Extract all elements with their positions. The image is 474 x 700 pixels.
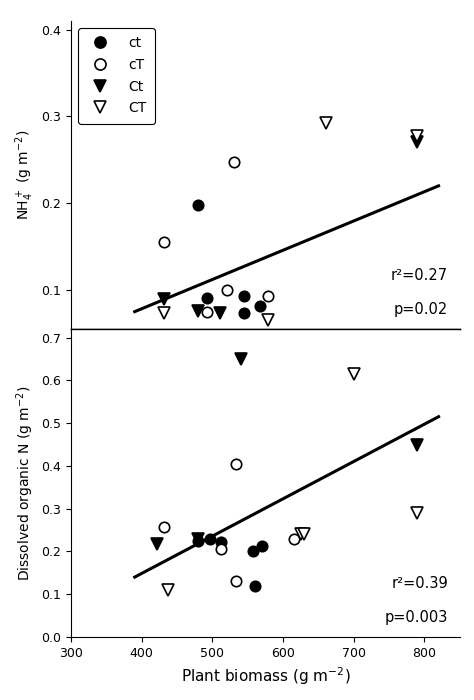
Y-axis label: Dissolved organic N (g m$^{-2}$): Dissolved organic N (g m$^{-2}$) <box>14 385 36 581</box>
X-axis label: Plant biomass (g m$^{-2}$): Plant biomass (g m$^{-2}$) <box>181 665 350 687</box>
Text: p=0.02: p=0.02 <box>394 302 448 316</box>
Text: p=0.003: p=0.003 <box>385 610 448 624</box>
Text: r²=0.39: r²=0.39 <box>392 576 448 591</box>
Text: r²=0.27: r²=0.27 <box>391 268 448 283</box>
Legend: ct, cT, Ct, CT: ct, cT, Ct, CT <box>78 28 155 123</box>
Y-axis label: NH$_4^+$ (g m$^{-2}$): NH$_4^+$ (g m$^{-2}$) <box>13 130 36 220</box>
